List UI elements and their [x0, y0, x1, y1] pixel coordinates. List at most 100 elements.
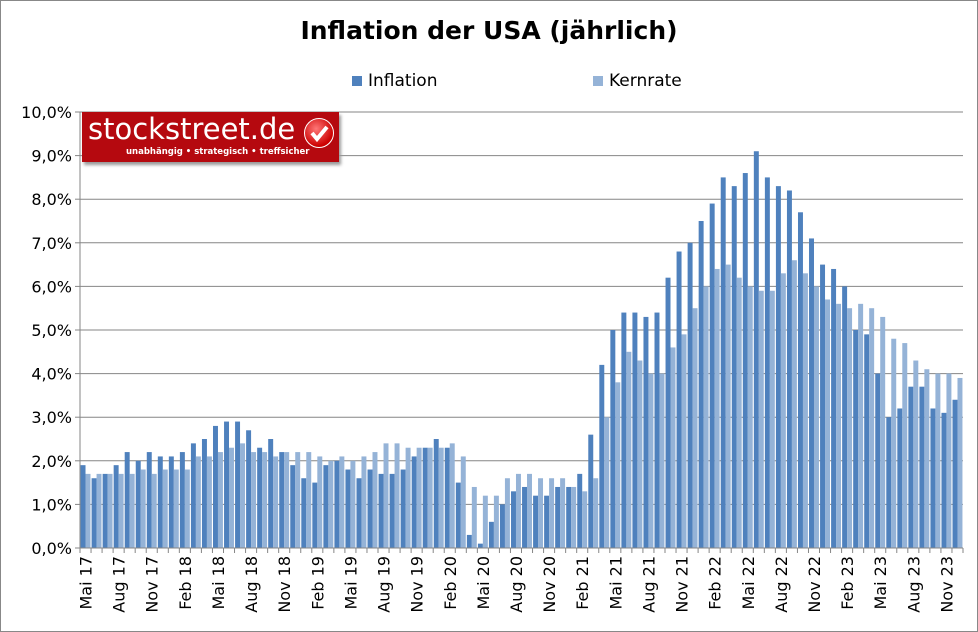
bar-inflation	[356, 478, 362, 548]
bar-kernrate	[802, 273, 808, 548]
bar-inflation	[731, 186, 737, 548]
bar-kernrate	[361, 456, 367, 548]
bar-inflation	[544, 495, 550, 548]
bar-kernrate	[869, 308, 875, 548]
legend-swatch-inflation	[352, 76, 362, 86]
logo-text: stockstreet.de	[88, 112, 296, 146]
bar-inflation	[577, 473, 583, 548]
bar-kernrate	[515, 473, 521, 548]
chart-title: Inflation der USA (jährlich)	[300, 16, 678, 45]
bar-inflation	[864, 334, 870, 548]
y-tick-label: 3,0%	[31, 408, 72, 427]
bar-kernrate	[317, 456, 323, 548]
bar-inflation	[665, 277, 671, 548]
x-tick-label: Feb 21	[573, 556, 592, 610]
bar-inflation	[301, 478, 307, 548]
x-tick-label: Mai 18	[209, 556, 228, 610]
legend-label-inflation: Inflation	[368, 71, 438, 91]
bar-kernrate	[913, 360, 919, 548]
bar-kernrate	[173, 469, 179, 548]
x-tick-label: Feb 19	[308, 556, 327, 610]
bar-kernrate	[902, 343, 908, 548]
bar-inflation	[797, 212, 803, 548]
bar-kernrate	[372, 452, 378, 548]
x-tick-label: Feb 18	[176, 556, 195, 610]
bar-inflation	[411, 456, 417, 548]
bar-kernrate	[571, 486, 577, 548]
x-tick-label: Feb 20	[441, 556, 460, 610]
bar-kernrate	[449, 443, 455, 548]
bar-inflation	[919, 386, 925, 548]
y-tick-label: 5,0%	[31, 321, 72, 340]
bar-inflation	[246, 430, 252, 548]
x-tick-label: Nov 21	[673, 556, 692, 613]
bar-kernrate	[780, 273, 786, 548]
bar-inflation	[764, 177, 770, 548]
bar-kernrate	[637, 360, 643, 548]
bar-inflation	[654, 312, 660, 548]
bar-inflation	[477, 543, 483, 548]
legend-swatch-kernrate	[593, 76, 603, 86]
bar-kernrate	[836, 303, 842, 548]
bar-inflation	[499, 504, 505, 548]
y-tick-label: 10,0%	[21, 103, 72, 122]
bar-inflation	[820, 264, 826, 548]
bar-kernrate	[549, 478, 555, 548]
y-tick-label: 1,0%	[31, 495, 72, 514]
x-tick-label: Nov 19	[408, 556, 427, 613]
x-tick-label: Aug 19	[375, 556, 394, 613]
bar-inflation	[268, 439, 274, 548]
bar-inflation	[875, 373, 881, 548]
bar-inflation	[190, 443, 196, 548]
bar-inflation	[775, 186, 781, 548]
bar-kernrate	[118, 473, 124, 548]
bar-inflation	[533, 495, 539, 548]
x-tick-label: Nov 17	[143, 556, 162, 613]
x-tick-label: Aug 17	[110, 556, 129, 613]
bar-inflation	[720, 177, 726, 548]
bar-inflation	[621, 312, 627, 548]
bar-inflation	[897, 408, 903, 548]
bar-inflation	[433, 439, 439, 548]
bar-kernrate	[736, 277, 742, 548]
bar-kernrate	[229, 447, 234, 548]
bar-kernrate	[714, 268, 720, 548]
bar-kernrate	[273, 456, 279, 548]
bar-kernrate	[593, 478, 599, 548]
x-tick-label: Aug 23	[904, 556, 923, 613]
x-tick-label: Feb 23	[838, 556, 857, 610]
bar-inflation	[91, 478, 97, 548]
bar-inflation	[466, 534, 472, 548]
bar-inflation	[908, 386, 914, 548]
bar-inflation	[146, 452, 152, 548]
bar-kernrate	[946, 373, 952, 548]
x-tick-label: Aug 20	[507, 556, 526, 613]
x-tick-label: Mai 23	[871, 556, 890, 610]
y-tick-label: 2,0%	[31, 452, 72, 471]
logo-tagline: unabhängig • strategisch • treffsicher	[126, 147, 310, 157]
bar-kernrate	[96, 473, 102, 548]
bar-kernrate	[151, 473, 157, 548]
bar-inflation	[201, 439, 207, 548]
bar-kernrate	[460, 456, 466, 548]
bar-kernrate	[891, 338, 897, 548]
bar-inflation	[676, 251, 682, 548]
bar-kernrate	[383, 443, 389, 548]
bar-inflation	[511, 491, 516, 548]
x-tick-label: Aug 22	[772, 556, 791, 613]
bar-kernrate	[813, 286, 819, 548]
bar-kernrate	[482, 495, 488, 548]
bar-kernrate	[725, 264, 731, 548]
bar-inflation	[930, 408, 936, 548]
x-tick-label: Nov 20	[540, 556, 559, 613]
bar-kernrate	[471, 486, 477, 548]
y-tick-label: 7,0%	[31, 234, 72, 253]
bar-inflation	[80, 465, 86, 548]
bar-inflation	[135, 460, 141, 548]
bar-inflation	[378, 473, 384, 548]
bar-inflation	[687, 242, 693, 549]
bar-kernrate	[107, 473, 113, 548]
x-tick-label: Mai 17	[77, 556, 96, 610]
x-tick-label: Nov 23	[937, 556, 956, 613]
